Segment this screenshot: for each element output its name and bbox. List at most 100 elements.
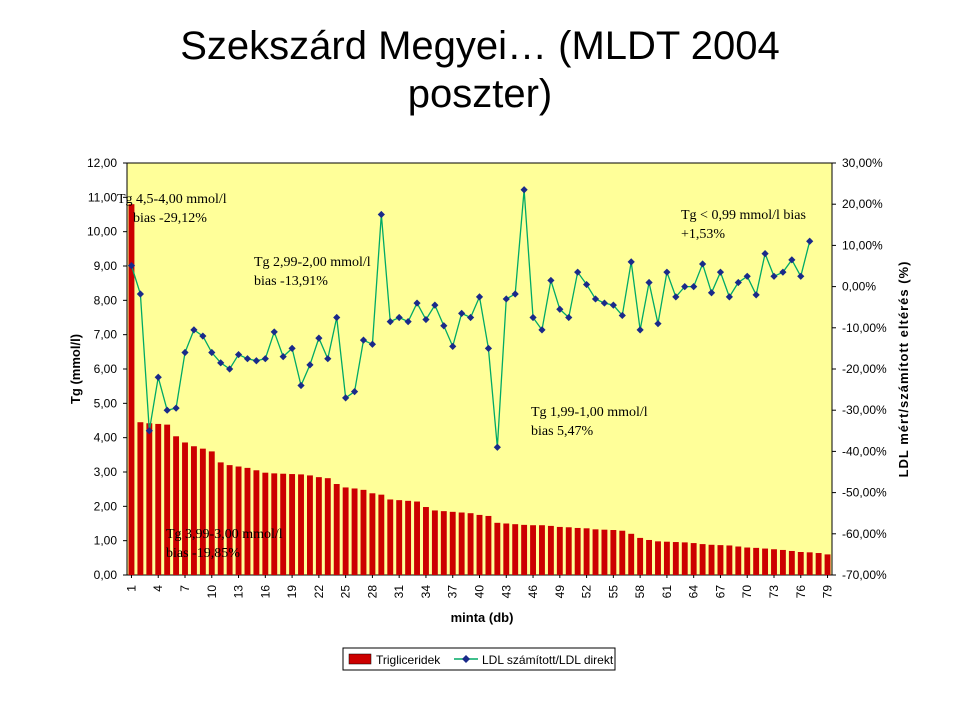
bar bbox=[414, 501, 420, 575]
line-point bbox=[520, 186, 528, 194]
bar bbox=[476, 514, 483, 575]
bar bbox=[556, 526, 563, 575]
bar bbox=[726, 545, 733, 575]
bar bbox=[190, 446, 197, 575]
bar bbox=[610, 530, 617, 575]
right-tick-label: -20,00% bbox=[842, 362, 887, 376]
line-point bbox=[324, 355, 332, 363]
right-tick-label: -70,00% bbox=[842, 568, 887, 582]
bar bbox=[663, 541, 670, 575]
legend: Trigliceridek LDL számított/LDL direkt bbox=[342, 647, 616, 671]
bar bbox=[137, 422, 144, 575]
bar bbox=[521, 524, 528, 575]
annotation-line-1: Tg 1,99-1,00 mmol/l bbox=[531, 405, 648, 420]
x-tick-label: 31 bbox=[392, 585, 406, 599]
left-tick-label: 11,00 bbox=[88, 190, 117, 204]
plot-area bbox=[126, 162, 833, 576]
bar bbox=[431, 510, 438, 575]
x-tick-label: 46 bbox=[526, 585, 540, 599]
bar bbox=[253, 470, 260, 575]
line-point bbox=[127, 261, 136, 270]
line-point bbox=[181, 348, 189, 357]
line-point bbox=[645, 278, 653, 287]
line-point bbox=[547, 276, 555, 285]
left-tick-label: 9,00 bbox=[94, 259, 118, 273]
left-tick-label: 3,00 bbox=[94, 465, 118, 479]
legend-line-label: LDL számított/LDL direkt bbox=[482, 653, 614, 667]
x-tick-label: 79 bbox=[821, 585, 835, 599]
bar bbox=[815, 553, 822, 575]
annotation-line-2: bias 5,47% bbox=[531, 424, 594, 439]
bar bbox=[164, 424, 171, 575]
left-tick-label: 7,00 bbox=[94, 328, 118, 342]
line-point bbox=[342, 394, 350, 402]
left-axis-label: Tg (mmol/l) bbox=[68, 334, 83, 404]
line-point bbox=[707, 289, 716, 297]
line-point bbox=[654, 320, 662, 328]
line-point bbox=[752, 291, 760, 299]
bar bbox=[396, 500, 403, 575]
bar bbox=[235, 466, 242, 575]
chart-title-line-2: poszter) bbox=[407, 72, 553, 116]
line-point bbox=[529, 313, 537, 322]
line-point bbox=[582, 280, 591, 289]
bar bbox=[289, 474, 296, 575]
line-point bbox=[217, 359, 225, 367]
line-point bbox=[163, 406, 171, 414]
line-point bbox=[154, 373, 162, 381]
line-point bbox=[270, 328, 278, 336]
line-point bbox=[431, 301, 439, 309]
bar bbox=[788, 550, 795, 575]
x-tick-label: 43 bbox=[499, 585, 513, 599]
x-tick-label: 40 bbox=[473, 585, 487, 599]
line-point bbox=[475, 293, 484, 301]
right-axis-label: LDL mért/számított eltérés (%) bbox=[896, 261, 911, 478]
bar bbox=[547, 525, 554, 575]
bar bbox=[530, 525, 536, 575]
bar bbox=[369, 493, 376, 575]
line-point bbox=[466, 313, 475, 322]
bar bbox=[280, 473, 287, 575]
bar bbox=[574, 527, 581, 575]
line-point bbox=[172, 404, 180, 412]
annotation: Tg 4,5-4,00 mmol/l bias -29,12% bbox=[117, 192, 227, 226]
line-point bbox=[591, 295, 600, 303]
left-tick-label: 0,00 bbox=[94, 568, 118, 582]
bar bbox=[298, 474, 304, 575]
line-point bbox=[279, 353, 287, 361]
line-point bbox=[136, 290, 144, 298]
line-point bbox=[716, 268, 725, 276]
line-point bbox=[556, 305, 564, 313]
line-point bbox=[672, 293, 680, 301]
bar bbox=[565, 527, 572, 575]
line-point bbox=[234, 350, 243, 359]
x-tick-label: 19 bbox=[285, 585, 299, 599]
annotation: Tg 1,99-1,00 mmol/l bias 5,47% bbox=[531, 405, 648, 439]
x-tick-label: 28 bbox=[365, 585, 379, 599]
bar bbox=[583, 528, 590, 575]
line-point bbox=[440, 322, 448, 330]
bar bbox=[690, 543, 697, 575]
bar bbox=[405, 500, 412, 575]
bar bbox=[771, 549, 777, 575]
line-point bbox=[404, 318, 412, 326]
legend-line-marker bbox=[462, 655, 470, 663]
bar bbox=[619, 530, 626, 575]
bar bbox=[717, 545, 724, 575]
bar bbox=[244, 467, 251, 575]
line-point bbox=[315, 334, 323, 342]
bar bbox=[315, 477, 322, 575]
line-point bbox=[681, 283, 689, 291]
legend-bar-label: Trigliceridek bbox=[376, 653, 441, 667]
right-tick-label: -30,00% bbox=[842, 403, 887, 417]
x-tick-label: 76 bbox=[794, 585, 808, 599]
line-point bbox=[770, 272, 778, 280]
x-tick-label: 58 bbox=[633, 585, 647, 599]
line-point bbox=[743, 272, 751, 280]
legend-box bbox=[342, 647, 616, 671]
line-point bbox=[261, 355, 269, 363]
bar bbox=[449, 511, 456, 575]
line-point bbox=[333, 313, 341, 322]
line-point bbox=[413, 299, 421, 307]
line-point bbox=[493, 443, 501, 451]
